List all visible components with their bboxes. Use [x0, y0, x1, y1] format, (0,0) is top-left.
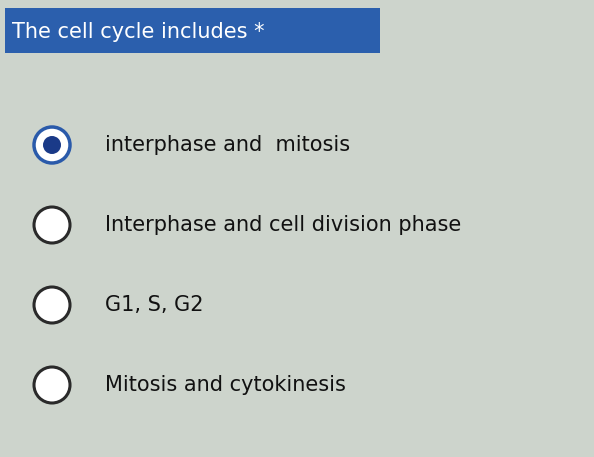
Text: Interphase and cell division phase: Interphase and cell division phase	[105, 215, 462, 235]
FancyBboxPatch shape	[5, 8, 380, 53]
Text: G1, S, G2: G1, S, G2	[105, 295, 204, 315]
Circle shape	[34, 287, 70, 323]
Circle shape	[34, 367, 70, 403]
Text: The cell cycle includes *: The cell cycle includes *	[12, 22, 264, 42]
Circle shape	[34, 127, 70, 163]
Circle shape	[43, 136, 61, 154]
Circle shape	[34, 207, 70, 243]
Text: interphase and  mitosis: interphase and mitosis	[105, 135, 350, 155]
Text: Mitosis and cytokinesis: Mitosis and cytokinesis	[105, 375, 346, 395]
